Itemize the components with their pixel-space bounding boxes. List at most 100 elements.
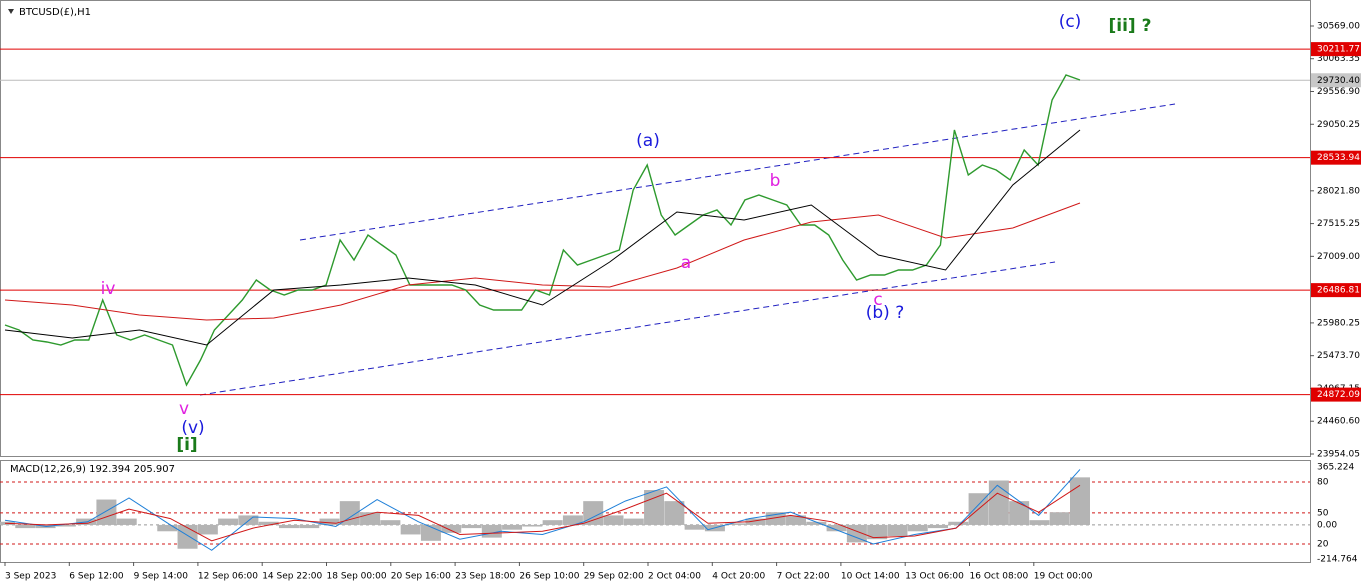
x-tick-label: 10 Oct 14:00 [841,572,900,582]
y-tick-label: 80 [1317,477,1329,487]
histogram-bar [1070,477,1090,525]
y-tick-label: 28021.80 [1317,186,1360,196]
wave-label: iv [101,279,116,299]
histogram-bar [116,518,137,525]
histogram-bar [684,524,705,530]
x-tick-label: 20 Sep 16:00 [391,572,451,582]
y-tick-label: 30063.35 [1317,54,1360,64]
current-price-label: 29730.40 [1317,76,1360,86]
y-tick-label: 29050.25 [1317,120,1360,130]
x-tick-label: 7 Oct 22:00 [777,572,830,582]
histogram-bar [278,524,299,529]
histogram-bar [319,518,340,525]
histogram-bar [867,524,888,540]
y-tick-label: 27009.00 [1317,252,1360,262]
level-box [1311,42,1361,57]
histogram-bar [96,499,117,525]
y-tick-label: 23954.05 [1317,450,1360,460]
line-series [4,469,1081,551]
histogram-bar [562,515,583,525]
channel-upper [299,103,1176,241]
x-tick-label: 18 Sep 00:00 [327,572,387,582]
histogram-bar [583,501,604,525]
x-tick-label: 23 Sep 18:00 [455,572,515,582]
y-tick-label: 27515.25 [1317,219,1360,229]
histogram-bar [400,524,421,535]
y-tick-label: 30569.00 [1317,22,1360,32]
menu-arrow [8,9,14,14]
histogram-bar [380,520,401,525]
wave-label: b [770,171,781,191]
y-tick-label: 25473.70 [1317,351,1360,361]
histogram-bar [502,524,523,530]
x-tick-label: 16 Oct 08:00 [970,572,1029,582]
histogram-bar [988,480,1009,525]
histogram-bar [157,524,178,532]
histogram-bar [623,518,644,525]
histogram-bar [1029,520,1050,525]
histogram-bar [542,520,563,525]
histogram-bar [177,524,198,549]
histogram-bar [806,521,827,525]
line-series [4,74,1081,387]
x-tick-label: 13 Oct 06:00 [905,572,964,582]
line-series [4,484,1081,542]
x-tick-label: 4 Oct 20:00 [712,572,765,582]
wave-label: (a) [636,131,660,151]
x-tick-label: 14 Sep 22:00 [262,572,322,582]
level-box [1311,150,1361,165]
histogram-bar [664,501,685,525]
y-tick-label: 25980.25 [1317,318,1360,328]
chart-title: BTCUSD(£),H1 [19,7,91,18]
histogram-bar [441,524,462,533]
histogram-bar [948,521,969,525]
y-tick-label: -214.764 [1317,555,1358,565]
x-tick-label: 2 Oct 04:00 [648,572,701,582]
level-label: 26486.81 [1317,286,1360,296]
y-tick-label: 20 [1317,539,1329,549]
x-tick-label: 26 Sep 10:00 [519,572,579,582]
histogram-bar [644,490,665,525]
histogram-bar [197,524,218,535]
histogram-bar [725,523,746,525]
x-tick-label: 19 Oct 00:00 [1034,572,1093,582]
histogram-bar [1049,512,1070,525]
histogram-bar [887,524,908,537]
y-tick-label: 29556.90 [1317,87,1360,97]
y-tick-label: 365.224 [1317,463,1354,473]
histogram-bar [522,524,543,527]
histogram-bar [907,524,928,532]
histogram-bar [826,524,847,532]
x-tick-label: 6 Sep 12:00 [69,572,124,582]
line-series [4,202,1081,321]
macd-title: MACD(12,26,9) 192.394 205.907 [10,464,175,475]
wave-label: v [179,399,189,419]
channel-lower [199,261,1056,396]
histogram-bar [603,515,624,525]
wave-label: (v) [181,418,204,438]
macd-pane [0,460,1311,563]
level-box [1311,387,1361,402]
histogram-bar [15,524,36,529]
y-tick-label: 0.00 [1317,520,1337,530]
wave-label: (b) ? [866,303,904,323]
price-pane [0,0,1311,457]
wave-label: c [873,290,882,310]
wave-label: a [681,253,691,273]
histogram-bar [1009,501,1030,525]
current-price-box [1311,73,1361,88]
wave-label: [i] [176,435,197,455]
level-label: 24872.09 [1317,390,1360,400]
level-label: 30211.77 [1317,45,1360,55]
histogram-bar [745,518,766,525]
level-box [1311,283,1361,298]
histogram-bar [928,524,949,529]
y-tick-label: 50 [1317,508,1329,518]
histogram-bar [339,501,360,525]
x-tick-label: 3 Sep 2023 [5,572,56,582]
x-tick-label: 9 Sep 14:00 [134,572,189,582]
histogram-bar [461,524,482,529]
level-label: 28533.94 [1317,153,1360,163]
